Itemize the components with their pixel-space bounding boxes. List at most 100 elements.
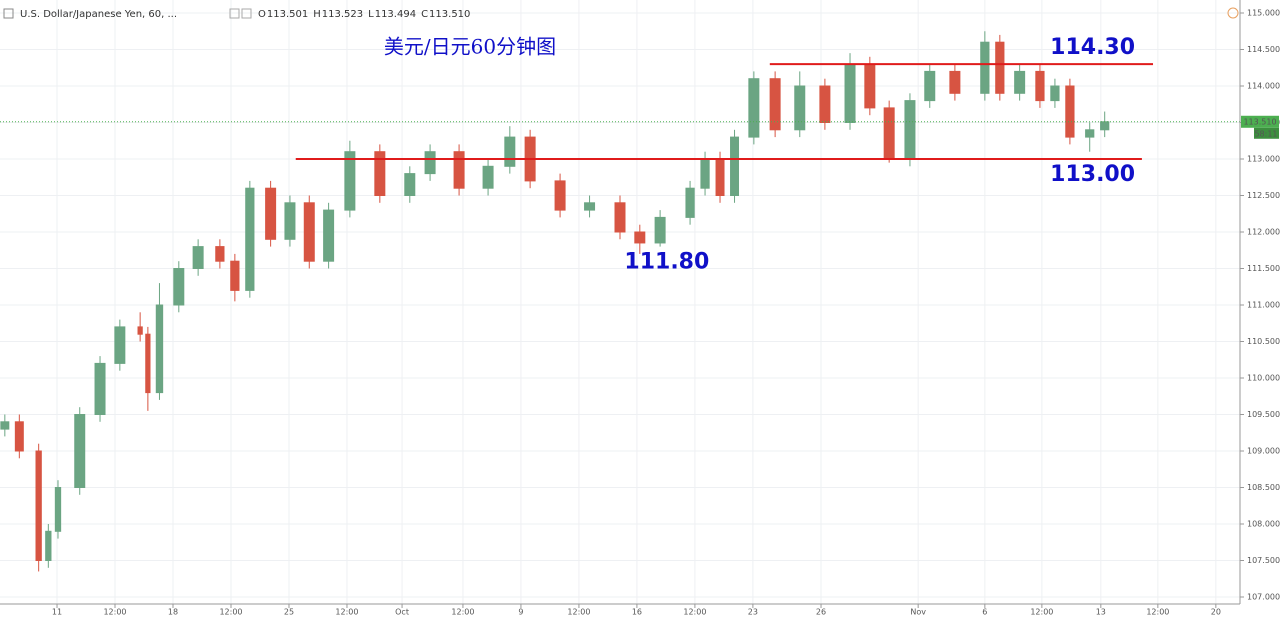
x-tick-label: 12:00 bbox=[335, 608, 358, 617]
x-tick-label: 12:00 bbox=[683, 608, 706, 617]
candle-body bbox=[323, 209, 335, 262]
candle-body bbox=[74, 414, 86, 488]
candle-body bbox=[769, 78, 781, 131]
candle-body bbox=[819, 85, 831, 123]
x-tick-label: 16 bbox=[632, 608, 642, 617]
y-tick-label: 107.000 bbox=[1247, 593, 1280, 602]
candle-body bbox=[949, 70, 961, 94]
menu-icon[interactable] bbox=[3, 8, 14, 19]
candle-body bbox=[883, 107, 895, 160]
y-tick-label: 111.000 bbox=[1247, 301, 1280, 310]
candle-body bbox=[424, 151, 436, 175]
ohlc-value: 113.523 bbox=[322, 9, 363, 20]
x-tick-label: 26 bbox=[816, 608, 826, 617]
annotation: 114.30 bbox=[1050, 35, 1135, 60]
candle-body bbox=[54, 487, 62, 532]
x-tick-label: 13 bbox=[1096, 608, 1106, 617]
countdown-box bbox=[1254, 127, 1279, 139]
candle-body bbox=[303, 202, 315, 262]
y-tick-label: 112.500 bbox=[1247, 191, 1280, 200]
candle-body bbox=[1035, 70, 1045, 102]
annotation: 111.80 bbox=[624, 250, 709, 275]
candle-body bbox=[1014, 70, 1026, 94]
candle-body bbox=[584, 202, 596, 211]
candle-body bbox=[685, 187, 695, 218]
x-tick-label: 12:00 bbox=[219, 608, 242, 617]
x-tick-label: 6 bbox=[982, 608, 987, 617]
candle-body bbox=[980, 41, 990, 94]
candle-body bbox=[155, 304, 164, 394]
y-tick-label: 109.000 bbox=[1247, 447, 1280, 456]
candle-body bbox=[864, 63, 876, 109]
candle-body bbox=[145, 333, 151, 394]
candle-body bbox=[230, 260, 240, 291]
countdown-label: 58:11 bbox=[1254, 129, 1277, 138]
candle-body bbox=[245, 187, 255, 291]
candle-body bbox=[504, 136, 516, 167]
x-tick-label: 23 bbox=[748, 608, 758, 617]
candle-body bbox=[844, 63, 856, 123]
x-tick-label: 25 bbox=[284, 608, 294, 617]
alert-icon[interactable] bbox=[1227, 7, 1239, 19]
x-tick-label: Nov bbox=[910, 608, 926, 617]
candle-body bbox=[614, 202, 626, 233]
candle-body bbox=[374, 151, 386, 196]
candle-body bbox=[45, 530, 52, 561]
candle-body bbox=[137, 326, 143, 335]
candle-body bbox=[344, 151, 356, 211]
last-price-label: 113.510 bbox=[1243, 117, 1276, 126]
y-tick-label: 114.500 bbox=[1247, 45, 1280, 54]
candle-body bbox=[482, 165, 494, 189]
annotation: 113.00 bbox=[1050, 162, 1135, 187]
candle-body bbox=[265, 187, 277, 240]
candle-body bbox=[1050, 85, 1060, 102]
ohlc-value: 113.501 bbox=[267, 9, 308, 20]
candle-body bbox=[453, 151, 465, 189]
candle-body bbox=[700, 158, 710, 189]
candle-body bbox=[114, 326, 126, 364]
candle-body bbox=[794, 85, 806, 131]
candle-body bbox=[14, 421, 24, 452]
ohlc-key: C bbox=[421, 9, 428, 20]
y-tick-label: 112.000 bbox=[1247, 228, 1280, 237]
legend-icon bbox=[241, 8, 252, 19]
candle-body bbox=[192, 246, 204, 270]
y-tick-label: 108.500 bbox=[1247, 483, 1280, 492]
candle-body bbox=[924, 70, 936, 102]
candle-body bbox=[1100, 121, 1110, 131]
candle-body bbox=[284, 202, 296, 240]
y-tick-label: 108.000 bbox=[1247, 520, 1280, 529]
candle-body bbox=[0, 421, 10, 430]
candle-body bbox=[634, 231, 646, 244]
candle-body bbox=[748, 78, 760, 138]
x-tick-label: 12:00 bbox=[451, 608, 474, 617]
candle-body bbox=[554, 180, 566, 211]
ohlc-key: L bbox=[368, 9, 374, 20]
legend-icon bbox=[229, 8, 240, 19]
x-tick-label: 18 bbox=[168, 608, 178, 617]
candle-body bbox=[404, 173, 416, 197]
y-tick-label: 107.500 bbox=[1247, 556, 1280, 565]
candle-body bbox=[715, 158, 725, 196]
y-tick-label: 110.000 bbox=[1247, 374, 1280, 383]
candle-body bbox=[904, 100, 916, 160]
x-tick-label: 12:00 bbox=[1146, 608, 1169, 617]
x-tick-label: 12:00 bbox=[1030, 608, 1053, 617]
candle-body bbox=[1085, 129, 1095, 138]
x-tick-label: 12:00 bbox=[567, 608, 590, 617]
y-tick-label: 114.000 bbox=[1247, 82, 1280, 91]
x-tick-label: 11 bbox=[52, 608, 62, 617]
y-tick-label: 113.000 bbox=[1247, 155, 1280, 164]
candle-body bbox=[215, 246, 225, 262]
ohlc-key: O bbox=[258, 9, 266, 20]
candle-body bbox=[35, 450, 42, 561]
candle-body bbox=[654, 216, 666, 244]
chart-header: U.S. Dollar/Japanese Yen, 60, ... bbox=[20, 9, 177, 20]
chart-title: 美元/日元60分钟图 bbox=[384, 35, 556, 59]
ohlc-key: H bbox=[313, 9, 321, 20]
ohlc-value: 113.494 bbox=[375, 9, 416, 20]
x-tick-label: 9 bbox=[518, 608, 523, 617]
x-tick-label: 20 bbox=[1211, 608, 1221, 617]
